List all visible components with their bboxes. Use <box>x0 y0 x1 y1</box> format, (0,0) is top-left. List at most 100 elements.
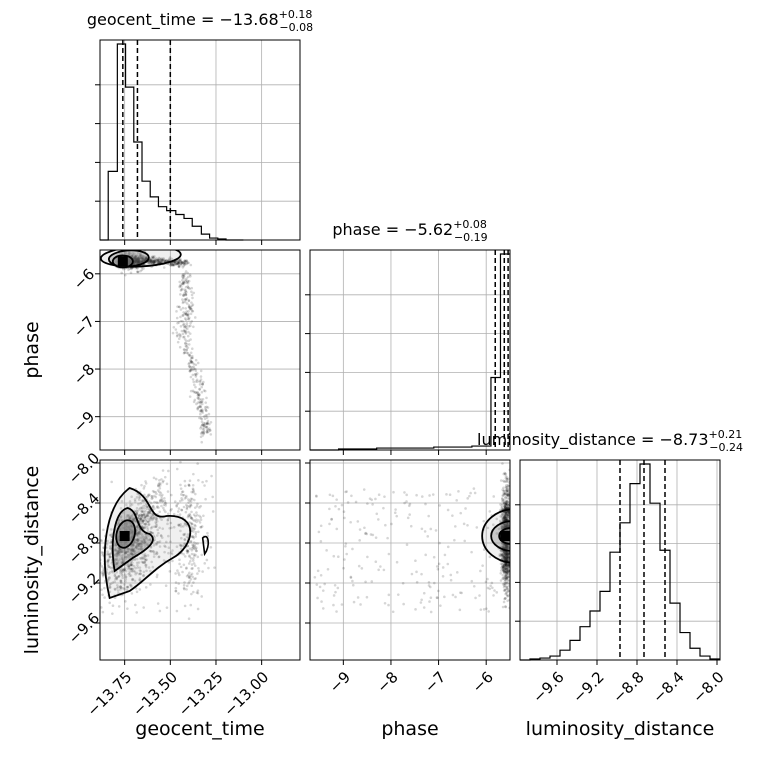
scatter-point <box>502 502 506 505</box>
scatter-point <box>155 552 158 556</box>
scatter-point <box>115 563 119 566</box>
scatter-point <box>194 542 198 545</box>
scatter-point <box>186 550 189 553</box>
scatter-point <box>139 519 143 523</box>
scatter-point <box>181 273 185 276</box>
scatter-point <box>184 261 187 265</box>
scatter-point <box>179 319 183 323</box>
scatter-point <box>190 366 194 369</box>
scatter-point <box>134 258 138 261</box>
scatter-point <box>504 545 508 548</box>
scatter-point <box>409 524 413 528</box>
scatter-point <box>506 570 510 573</box>
scatter-point <box>503 569 506 572</box>
scatter-point <box>133 551 137 554</box>
scatter-point <box>432 555 436 559</box>
scatter-point <box>134 261 138 264</box>
scatter-point <box>118 547 122 551</box>
scatter-point <box>107 558 110 561</box>
scatter-point <box>158 499 162 502</box>
scatter-point <box>151 504 155 508</box>
scatter-point <box>187 330 190 334</box>
scatter-point <box>506 545 510 549</box>
scatter-point <box>134 258 138 261</box>
scatter-point <box>92 560 95 563</box>
scatter-point <box>503 516 506 519</box>
scatter-point <box>124 551 127 554</box>
scatter-point <box>182 348 186 351</box>
scatter-point <box>182 281 186 285</box>
scatter-point <box>136 258 140 262</box>
scatter-point <box>150 259 153 263</box>
scatter-point <box>113 574 117 577</box>
scatter-point <box>167 534 170 538</box>
scatter-point <box>162 257 166 260</box>
scatter-point <box>429 596 433 600</box>
scatter-point <box>501 565 505 569</box>
scatter-point <box>506 546 510 550</box>
scatter-point <box>155 520 159 523</box>
scatter-point <box>154 518 158 521</box>
scatter-point <box>502 516 506 520</box>
scatter-point <box>158 484 162 487</box>
scatter-point <box>134 260 137 264</box>
scatter-point <box>504 551 508 554</box>
scatter-point <box>115 565 119 569</box>
scatter-point <box>186 271 189 275</box>
scatter-point <box>145 505 148 509</box>
scatter-point <box>101 593 104 597</box>
scatter-point <box>132 541 135 545</box>
scatter-point <box>134 572 137 576</box>
scatter-point <box>181 320 184 323</box>
scatter-point <box>133 257 137 261</box>
scatter-point <box>190 360 194 364</box>
scatter-point <box>139 517 142 521</box>
scatter-point <box>141 500 145 503</box>
scatter-point <box>143 493 146 497</box>
scatter-point <box>134 545 138 548</box>
scatter-point <box>503 493 506 496</box>
scatter-point <box>181 261 184 264</box>
scatter-point <box>137 516 141 520</box>
scatter-point <box>140 547 143 550</box>
scatter-point <box>130 585 133 588</box>
scatter-point <box>124 251 128 255</box>
scatter-point <box>183 587 186 591</box>
scatter-point <box>140 510 144 514</box>
scatter-point <box>113 543 116 547</box>
scatter-point <box>126 556 130 559</box>
scatter-point <box>147 494 150 498</box>
scatter-point <box>157 555 161 559</box>
scatter-point <box>138 556 142 560</box>
scatter-point <box>150 495 153 498</box>
scatter-point <box>181 306 185 310</box>
scatter-point <box>134 260 138 264</box>
scatter-point <box>142 259 145 262</box>
scatter-point <box>146 538 150 542</box>
scatter-point <box>505 503 509 506</box>
scatter-point <box>136 531 140 534</box>
scatter-point <box>406 516 410 520</box>
scatter-point <box>502 569 505 573</box>
scatter-point <box>371 503 374 506</box>
scatter-point <box>370 580 374 583</box>
scatter-point <box>183 581 186 584</box>
scatter-point <box>506 568 510 572</box>
scatter-point <box>503 556 506 560</box>
scatter-point <box>136 267 139 270</box>
scatter-point <box>137 257 141 261</box>
scatter-point <box>106 561 109 564</box>
scatter-point <box>332 554 336 558</box>
scatter-point <box>138 258 142 262</box>
scatter-point <box>125 550 128 554</box>
scatter-point <box>346 501 350 504</box>
scatter-point <box>147 493 150 497</box>
scatter-point <box>196 572 199 575</box>
scatter-point <box>505 546 508 550</box>
scatter-point <box>505 492 509 496</box>
scatter-point <box>144 255 147 259</box>
scatter-point <box>511 509 514 512</box>
scatter-point <box>143 258 146 262</box>
scatter-point <box>194 358 198 362</box>
scatter-point <box>136 259 139 263</box>
